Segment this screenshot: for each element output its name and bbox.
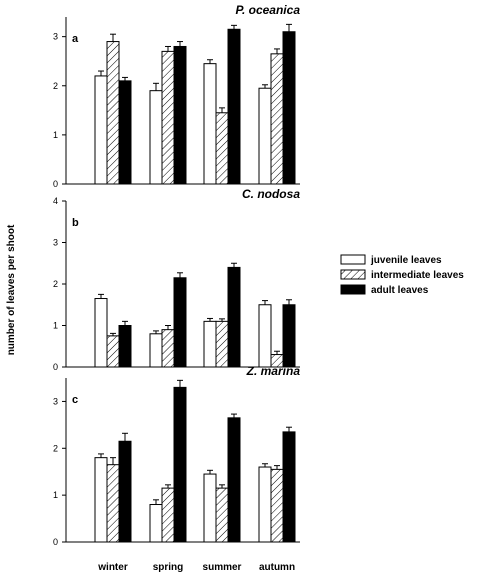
y-axis-label: number of leaves per shoot: [6, 224, 17, 355]
bar: [203, 473, 217, 543]
species-label: C. nodosa: [242, 187, 300, 201]
panel-letter: a: [72, 33, 79, 45]
bar: [173, 386, 187, 543]
bar: [161, 50, 175, 185]
bar: [203, 63, 217, 185]
bar: [258, 304, 272, 368]
bar: [94, 457, 108, 543]
y-tick-label: 3: [53, 396, 58, 406]
bar: [215, 487, 229, 543]
bar: [270, 468, 284, 543]
bar: [173, 277, 187, 368]
legend-label: adult leaves: [371, 285, 429, 296]
panel-letter: c: [72, 394, 78, 406]
x-tick-label: winter: [97, 562, 128, 573]
x-tick-label: spring: [153, 562, 184, 573]
x-tick-label: summer: [203, 562, 242, 573]
species-label: P. oceanica: [236, 3, 301, 17]
bar: [118, 325, 132, 368]
bar: [282, 431, 296, 543]
y-tick-label: 3: [53, 32, 58, 42]
bar: [227, 28, 241, 185]
bar: [203, 320, 217, 368]
y-tick-label: 2: [53, 279, 58, 289]
species-label: Z. marina: [246, 364, 301, 378]
bar: [94, 75, 108, 185]
y-tick-label: 1: [53, 490, 58, 500]
bar: [161, 487, 175, 543]
legend-swatch: [340, 254, 366, 265]
x-tick-label: autumn: [259, 562, 295, 573]
legend-label: intermediate leaves: [371, 270, 464, 281]
bar: [258, 466, 272, 543]
bar: [149, 504, 163, 543]
bar: [106, 335, 120, 368]
panel-letter: b: [72, 217, 79, 229]
bar: [149, 90, 163, 185]
bar: [282, 31, 296, 185]
y-tick-label: 2: [53, 81, 58, 91]
bar: [282, 304, 296, 368]
y-tick-label: 0: [53, 362, 58, 372]
y-tick-label: 1: [53, 130, 58, 140]
bar: [118, 440, 132, 543]
bar: [215, 112, 229, 185]
bar: [94, 298, 108, 368]
bar: [227, 417, 241, 543]
y-tick-label: 3: [53, 238, 58, 248]
y-tick-label: 4: [53, 196, 58, 206]
bar: [227, 266, 241, 368]
bar: [106, 464, 120, 543]
legend-label: juvenile leaves: [370, 255, 442, 266]
bar: [215, 320, 229, 368]
legend: juvenile leaves intermediate leaves adult …: [340, 254, 464, 296]
bar: [106, 41, 120, 185]
y-tick-label: 0: [53, 179, 58, 189]
legend-swatch: [340, 284, 366, 295]
bar: [118, 80, 132, 185]
bar: [270, 53, 284, 185]
bar: [161, 329, 175, 368]
y-tick-label: 2: [53, 443, 58, 453]
y-tick-label: 0: [53, 537, 58, 547]
bar: [149, 333, 163, 368]
bar: [258, 87, 272, 185]
legend-swatch: [340, 269, 366, 280]
bar: [173, 45, 187, 185]
y-tick-label: 1: [53, 321, 58, 331]
